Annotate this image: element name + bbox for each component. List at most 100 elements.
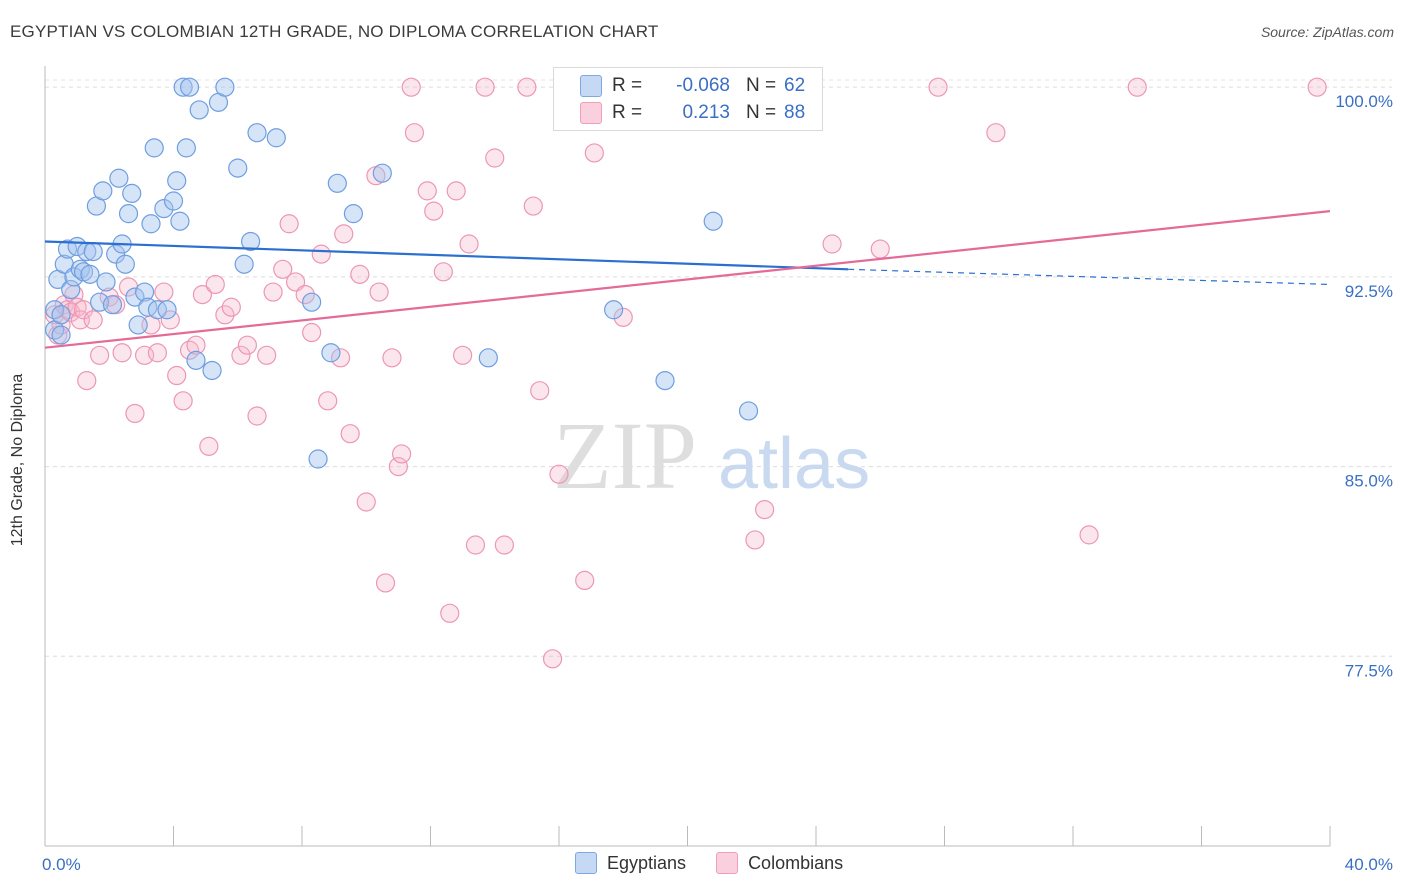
tick-labels: 77.5% 85.0% 92.5% 100.0% 0.0% 40.0% [42, 92, 1393, 874]
point-colombians [870, 239, 890, 259]
point-egyptians [64, 267, 84, 287]
legend-swatch-egyptians [580, 75, 602, 97]
point-colombians [754, 499, 775, 520]
point-colombians [1127, 77, 1147, 97]
point-colombians [77, 370, 97, 391]
point-colombians [575, 570, 595, 591]
point-colombians [90, 345, 110, 365]
x-tick-label: 40.0% [1345, 855, 1393, 874]
y-axis-label: 12th Grade, No Diploma [9, 373, 26, 547]
y-tick-label: 85.0% [1345, 472, 1393, 491]
point-egyptians [134, 282, 155, 302]
legend-row-colombians: R = 0.213 N = 88 [580, 101, 805, 125]
point-colombians [279, 214, 299, 234]
point-colombians [73, 300, 94, 320]
point-colombians [192, 284, 213, 305]
point-colombians [440, 603, 460, 623]
point-egyptians [144, 138, 164, 158]
point-colombians [391, 444, 412, 464]
trend-line-egyptians-extension [848, 268, 1331, 286]
point-colombians [1307, 77, 1327, 97]
point-colombians [334, 224, 354, 244]
legend-item-colombians[interactable]: Colombians [716, 852, 843, 874]
point-colombians [221, 297, 241, 317]
y-tick-label: 92.5% [1345, 282, 1393, 301]
point-colombians [453, 345, 473, 365]
point-colombians [388, 456, 408, 477]
point-colombians [350, 264, 370, 284]
legend-swatch-colombians [580, 102, 602, 124]
point-egyptians [655, 370, 675, 391]
point-colombians [424, 201, 444, 221]
point-colombians [417, 181, 437, 201]
point-colombians [83, 310, 103, 330]
point-egyptians [80, 264, 100, 284]
point-egyptians [234, 254, 254, 274]
point-egyptians [70, 259, 90, 279]
point-colombians [401, 77, 421, 97]
point-egyptians [102, 295, 123, 315]
watermark: ZIP atlas [553, 402, 870, 509]
point-egyptians [478, 348, 498, 368]
point-colombians [154, 282, 174, 302]
point-egyptians [186, 350, 206, 370]
source-label: Source: ZipAtlas.com [1260, 24, 1394, 40]
point-colombians [530, 381, 550, 401]
point-egyptians [189, 100, 209, 120]
point-colombians [330, 348, 351, 368]
y-tick-label: 100.0% [1335, 92, 1393, 111]
point-egyptians [154, 198, 174, 219]
point-colombians [167, 365, 187, 386]
point-egyptians [125, 287, 145, 307]
point-colombians [273, 259, 293, 279]
stats-legend: R = -0.068 N = 62 R = 0.213 N = 88 [553, 67, 823, 131]
point-egyptians [45, 300, 65, 320]
point-egyptians [170, 211, 190, 231]
trend-line-egyptians [44, 240, 849, 271]
point-colombians [465, 535, 486, 555]
trend-lines [44, 210, 1331, 349]
point-egyptians [61, 279, 81, 300]
point-egyptians [266, 128, 286, 148]
point-colombians [263, 282, 283, 302]
point-colombians [485, 148, 505, 168]
point-colombians [459, 234, 479, 254]
point-egyptians [51, 325, 71, 345]
point-egyptians [372, 163, 392, 183]
point-egyptians [115, 254, 135, 274]
point-egyptians [247, 123, 267, 143]
point-colombians [542, 649, 563, 669]
point-egyptians [738, 401, 759, 421]
point-egyptians [604, 300, 624, 320]
point-egyptians [228, 158, 248, 178]
point-egyptians [118, 204, 139, 224]
point-colombians [382, 348, 402, 368]
point-colombians [186, 335, 206, 355]
trend-line-colombians [44, 210, 1331, 349]
point-egyptians [106, 244, 126, 264]
point-colombians [494, 535, 514, 555]
point-colombians [986, 123, 1006, 143]
x-tick-label: 0.0% [42, 855, 81, 874]
legend-item-egyptians[interactable]: Egyptians [575, 852, 686, 874]
point-colombians [231, 345, 251, 365]
point-colombians [475, 77, 495, 97]
r-label: R = [612, 102, 643, 123]
point-colombians [745, 530, 765, 550]
point-egyptians [302, 292, 322, 312]
point-colombians [517, 77, 537, 97]
point-colombians [613, 307, 633, 327]
point-colombians [45, 305, 65, 325]
axes [44, 66, 1331, 847]
point-egyptians [157, 300, 177, 320]
point-egyptians [109, 168, 129, 188]
point-colombians [549, 464, 569, 484]
point-colombians [205, 274, 225, 295]
point-egyptians [141, 214, 161, 234]
point-egyptians [321, 343, 341, 363]
legend-label-colombians: Colombians [748, 852, 844, 873]
point-colombians [237, 335, 257, 355]
legend-swatch-colombians [716, 852, 739, 874]
r-label: R = [612, 75, 643, 96]
